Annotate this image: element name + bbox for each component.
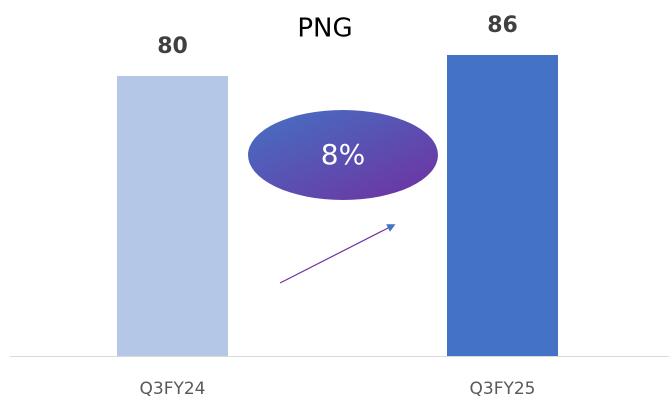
x-tick-label: Q3FY25: [470, 379, 536, 399]
bar: [447, 55, 558, 356]
annotation-text: 8%: [321, 138, 365, 171]
value-label: 80: [157, 34, 188, 59]
bar: [117, 76, 228, 356]
x-tick-label: Q3FY24: [140, 379, 206, 399]
annotation-ellipse: [248, 110, 438, 200]
growth-arrow: [279, 224, 396, 284]
chart-title: PNG: [297, 14, 352, 44]
value-label: 86: [487, 13, 518, 38]
